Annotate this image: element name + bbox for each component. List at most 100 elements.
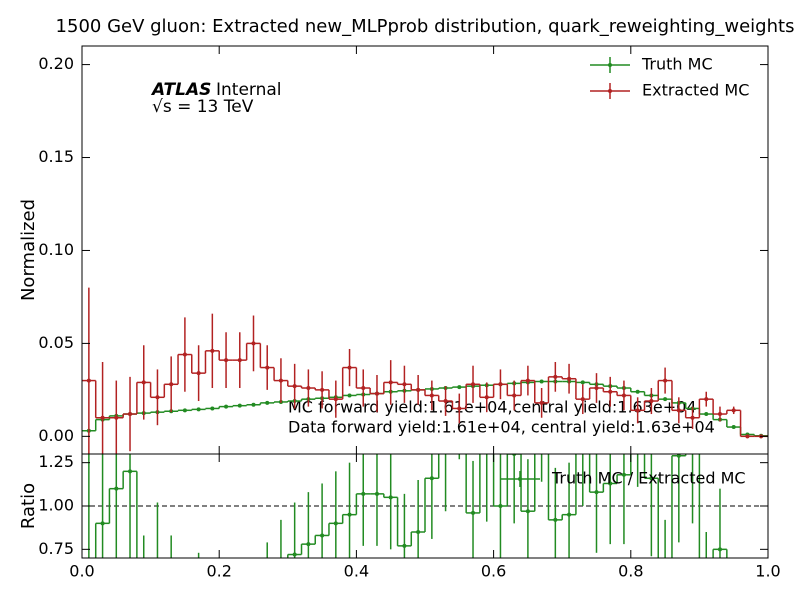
marker [471, 382, 476, 387]
marker [663, 561, 667, 565]
chart-title: 1500 GeV gluon: Extracted new_MLPprob di… [56, 16, 795, 37]
marker [704, 573, 708, 577]
marker [635, 408, 640, 413]
y-tick-label: 0.05 [38, 333, 74, 352]
atlas-status: Internal [216, 80, 282, 100]
marker [402, 543, 407, 548]
marker [237, 403, 242, 408]
marker [155, 570, 159, 574]
marker [388, 380, 393, 385]
marker [306, 386, 311, 391]
marker [484, 395, 489, 400]
marker [347, 365, 352, 370]
marker [731, 425, 736, 430]
marker [580, 380, 585, 385]
legend-marker [608, 89, 612, 93]
marker [128, 469, 133, 474]
marker [636, 381, 640, 385]
marker [292, 384, 297, 389]
y-tick-label: 0.10 [38, 240, 74, 259]
x-tick-label: 0.6 [481, 562, 506, 581]
marker [676, 454, 681, 458]
legend-label: Truth MC [641, 55, 713, 74]
marker [690, 415, 695, 420]
marker [553, 517, 558, 522]
y-tick-label: 0.75 [38, 539, 74, 558]
y-tick-label: 0.00 [38, 426, 74, 445]
marker [498, 504, 503, 508]
marker [525, 378, 530, 383]
marker [525, 509, 530, 514]
marker [608, 481, 613, 486]
marker [182, 352, 187, 357]
marker [114, 486, 119, 491]
marker [567, 376, 572, 381]
x-tick-label: 0.2 [206, 562, 231, 581]
marker [210, 348, 215, 353]
marker [292, 552, 297, 557]
marker [717, 547, 722, 552]
marker [429, 393, 434, 398]
marker [704, 397, 709, 402]
marker [169, 382, 174, 387]
y-axis-label: Normalized [18, 199, 39, 301]
ratio-plot [82, 371, 768, 598]
marker [457, 406, 462, 411]
main-plot [82, 287, 768, 454]
y-tick-label: 1.25 [38, 452, 74, 471]
marker [361, 386, 366, 391]
marker [169, 594, 173, 598]
marker [457, 385, 462, 390]
marker [416, 530, 421, 534]
marker [196, 371, 201, 376]
marker [251, 402, 256, 407]
marker [196, 407, 201, 412]
marker [649, 476, 654, 481]
marker [676, 408, 681, 413]
x-tick-label: 0.4 [344, 562, 369, 581]
x-tick-label: 0.0 [69, 562, 94, 581]
marker [457, 371, 461, 375]
marker [649, 399, 654, 404]
marker [100, 415, 105, 420]
marker [374, 391, 379, 396]
marker [210, 406, 215, 411]
marker [182, 408, 187, 413]
marker [224, 404, 229, 409]
marker [333, 521, 338, 526]
marker [361, 491, 366, 496]
marker [114, 415, 119, 420]
legend-marker [518, 477, 522, 481]
marker [265, 365, 270, 370]
marker [265, 592, 269, 596]
marker [306, 542, 311, 547]
marker [429, 476, 434, 481]
marker [100, 521, 105, 526]
marker [224, 358, 229, 363]
marker [539, 379, 544, 384]
marker [333, 397, 338, 402]
marker [388, 495, 393, 500]
marker [416, 387, 421, 392]
marker [402, 382, 407, 387]
marker [539, 400, 544, 405]
x-tick-label: 1.0 [755, 562, 780, 581]
y-axis-label: Ratio [18, 483, 39, 529]
atlas-label: ATLAS [150, 80, 211, 100]
marker [731, 408, 736, 413]
marker [471, 510, 476, 515]
marker [512, 393, 517, 398]
marker [347, 512, 352, 517]
marker [567, 512, 572, 517]
marker [278, 378, 283, 383]
marker [704, 412, 709, 417]
marker [663, 378, 668, 383]
marker [237, 358, 242, 363]
x-tick-label: 0.8 [618, 562, 643, 581]
y-tick-label: 0.15 [38, 147, 74, 166]
marker [320, 387, 325, 392]
marker [608, 389, 613, 394]
marker [498, 382, 503, 387]
